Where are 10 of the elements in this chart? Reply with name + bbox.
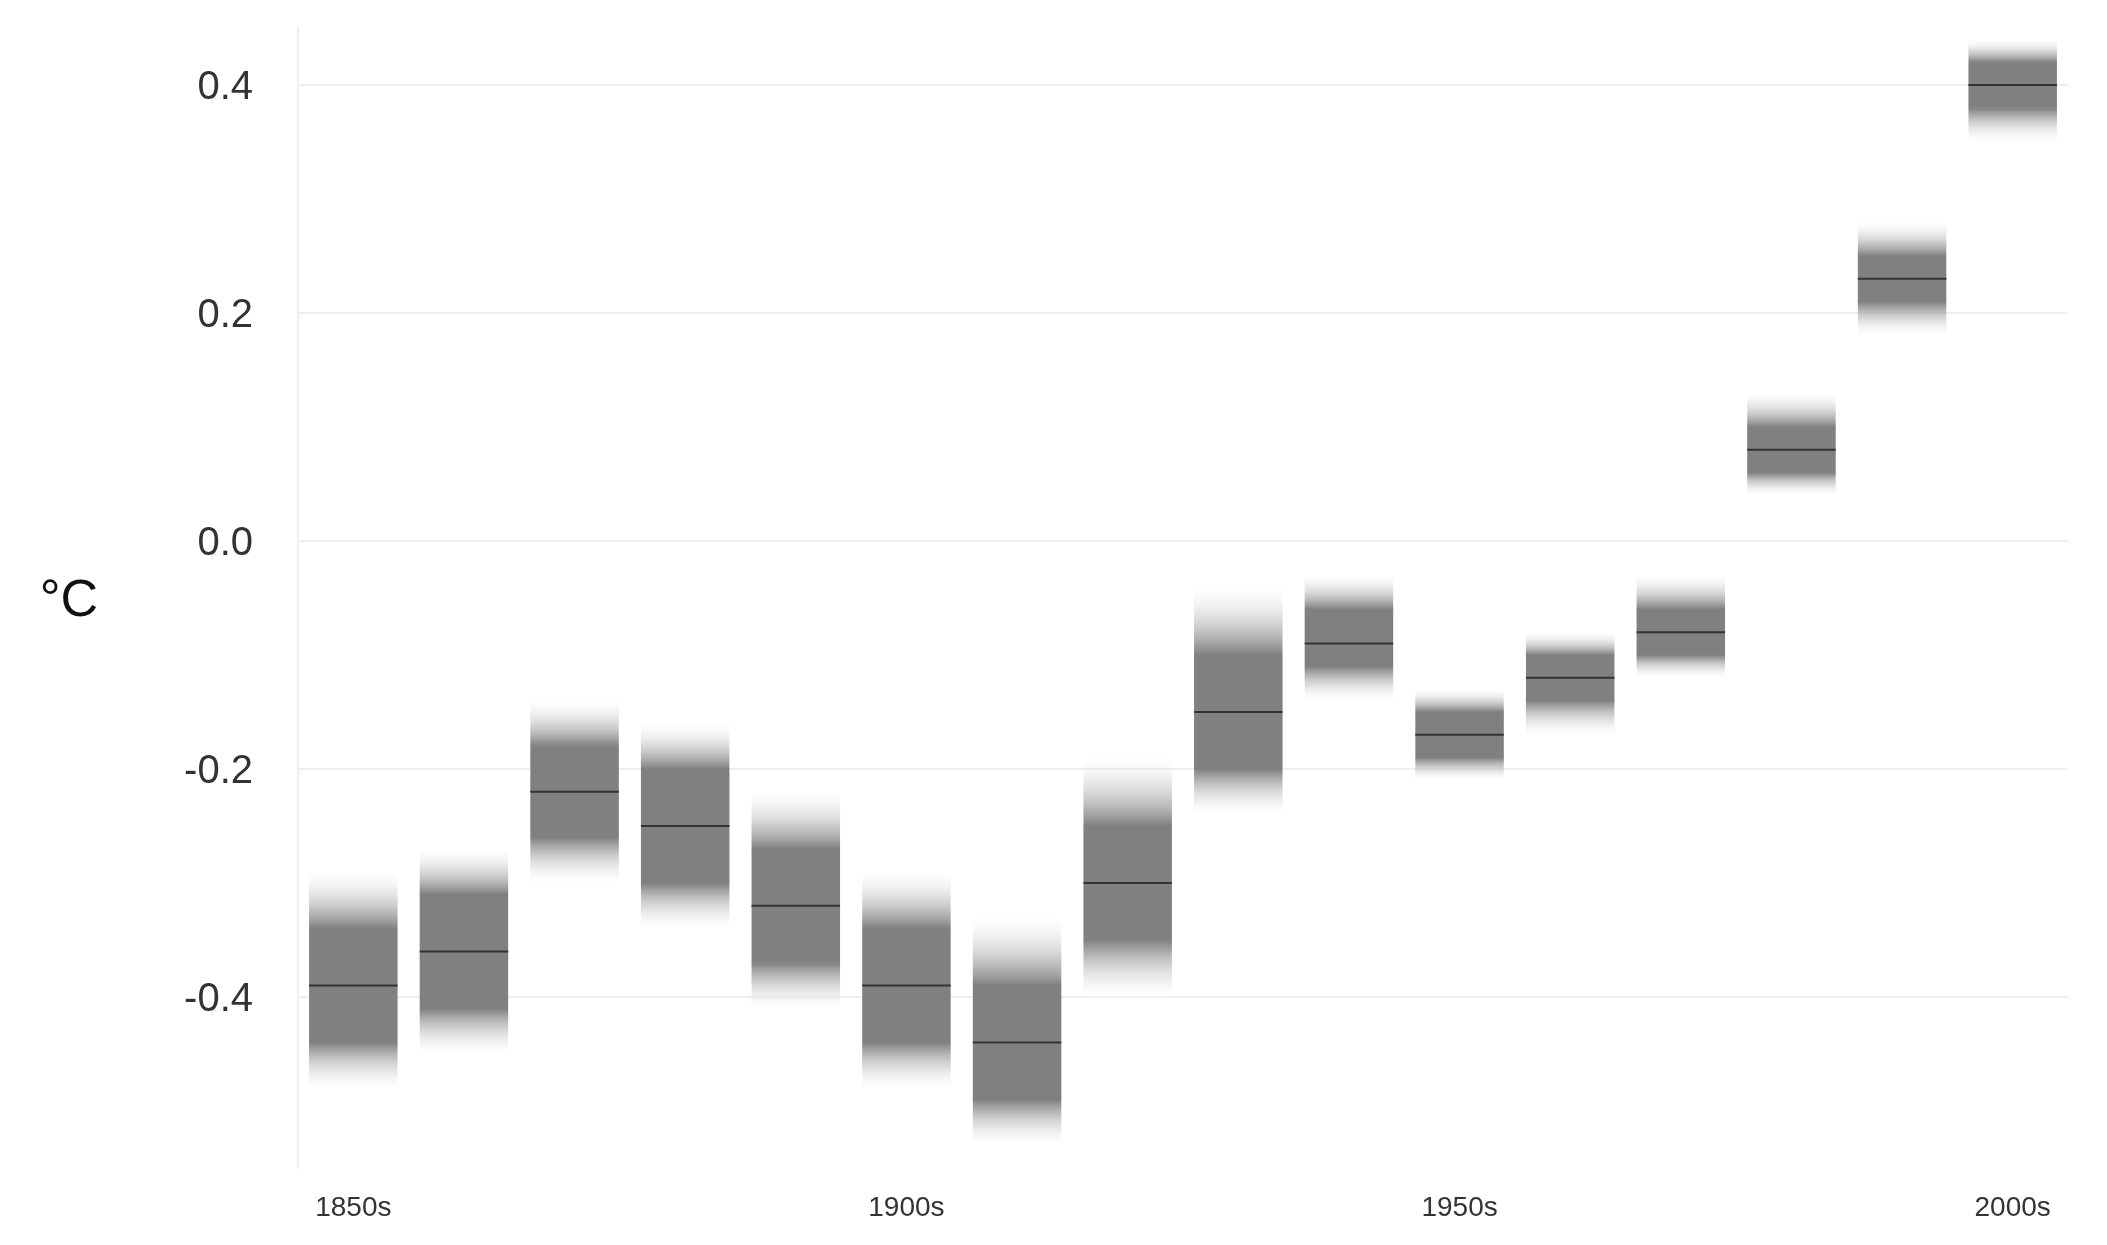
y-tick-label: 0.2 — [197, 291, 253, 335]
y-tick-label: -0.4 — [184, 975, 253, 1019]
x-tick-label: 2000s — [1974, 1190, 2051, 1222]
x-tick-label: 1850s — [315, 1190, 392, 1222]
x-tick-label: 1950s — [1421, 1190, 1498, 1222]
y-tick-label: -0.2 — [184, 747, 253, 791]
x-tick-label: 1900s — [868, 1190, 945, 1222]
y-tick-label: 0.0 — [197, 519, 253, 563]
y-axis-title: °C — [39, 569, 98, 627]
y-tick-label: 0.4 — [197, 63, 253, 107]
